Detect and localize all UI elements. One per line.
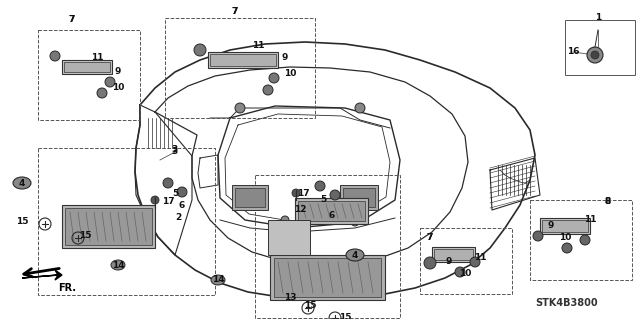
Ellipse shape — [13, 177, 31, 189]
Circle shape — [580, 235, 590, 245]
Text: 9: 9 — [282, 53, 288, 62]
Circle shape — [330, 190, 340, 200]
Text: 1: 1 — [595, 13, 601, 23]
Text: 3: 3 — [172, 147, 178, 157]
Circle shape — [562, 243, 572, 253]
Circle shape — [533, 231, 543, 241]
Bar — [235, 188, 265, 207]
Text: FR.: FR. — [58, 283, 76, 293]
Text: 6: 6 — [329, 211, 335, 219]
Circle shape — [470, 257, 480, 267]
Bar — [268, 220, 310, 255]
Bar — [38, 148, 215, 295]
Polygon shape — [22, 270, 62, 280]
Text: STK4B3800: STK4B3800 — [535, 298, 598, 308]
Text: 16: 16 — [567, 48, 579, 56]
Circle shape — [351, 218, 359, 226]
Circle shape — [281, 216, 289, 224]
Bar — [65, 208, 152, 245]
Circle shape — [194, 44, 206, 56]
Circle shape — [151, 196, 159, 204]
Text: 5: 5 — [172, 189, 178, 197]
Text: 11: 11 — [584, 216, 596, 225]
Text: 6: 6 — [179, 202, 185, 211]
Text: 4: 4 — [352, 250, 358, 259]
Text: 9: 9 — [446, 257, 452, 266]
Circle shape — [424, 257, 436, 269]
Bar — [540, 218, 590, 234]
Text: 11: 11 — [474, 254, 486, 263]
Circle shape — [316, 216, 324, 224]
Bar — [38, 30, 140, 120]
Text: 11: 11 — [91, 53, 103, 62]
Circle shape — [355, 103, 365, 113]
Ellipse shape — [211, 275, 225, 285]
Text: 10: 10 — [459, 270, 471, 278]
Text: 12: 12 — [294, 205, 307, 214]
Text: 4: 4 — [19, 179, 25, 188]
Bar — [274, 258, 381, 297]
Bar — [420, 228, 512, 294]
Text: 11: 11 — [252, 41, 264, 49]
Circle shape — [50, 51, 60, 61]
Text: 5: 5 — [320, 196, 326, 204]
Circle shape — [315, 181, 325, 191]
Circle shape — [235, 103, 245, 113]
Bar — [432, 247, 475, 262]
Bar — [165, 18, 315, 118]
Text: 15: 15 — [16, 218, 28, 226]
Text: 7: 7 — [69, 16, 75, 25]
Bar — [343, 188, 375, 207]
Circle shape — [269, 73, 279, 83]
Bar — [565, 20, 635, 75]
Text: 7: 7 — [427, 234, 433, 242]
Text: 7: 7 — [232, 8, 238, 17]
Text: 8: 8 — [605, 197, 611, 206]
Circle shape — [591, 51, 599, 59]
Text: 9: 9 — [115, 66, 121, 76]
Circle shape — [105, 77, 115, 87]
Text: 7: 7 — [69, 16, 75, 25]
Bar — [542, 220, 588, 232]
Bar — [298, 201, 365, 221]
Text: 3: 3 — [172, 145, 178, 154]
Text: 15: 15 — [304, 301, 316, 310]
Circle shape — [292, 189, 300, 197]
Text: 9: 9 — [548, 220, 554, 229]
Circle shape — [587, 47, 603, 63]
Text: 17: 17 — [297, 189, 309, 197]
Bar — [340, 185, 378, 210]
Text: 17: 17 — [162, 197, 174, 206]
Text: 14: 14 — [212, 276, 224, 285]
Bar — [255, 175, 400, 318]
Circle shape — [455, 267, 465, 277]
Bar — [62, 205, 155, 248]
Bar — [530, 200, 632, 280]
Text: 2: 2 — [175, 213, 181, 222]
Circle shape — [177, 187, 187, 197]
Ellipse shape — [111, 260, 125, 270]
Text: 13: 13 — [284, 293, 296, 302]
Text: 7: 7 — [427, 234, 433, 242]
Text: 10: 10 — [112, 83, 124, 92]
Circle shape — [97, 88, 107, 98]
Bar — [64, 62, 110, 72]
Text: 10: 10 — [284, 69, 296, 78]
Bar — [295, 198, 368, 224]
Bar — [434, 249, 473, 260]
Bar — [210, 54, 276, 66]
Text: 15: 15 — [79, 232, 92, 241]
Bar — [208, 52, 278, 68]
Text: 7: 7 — [232, 8, 238, 17]
Bar — [270, 255, 385, 300]
Text: 14: 14 — [112, 261, 124, 270]
Text: 10: 10 — [559, 233, 571, 241]
Text: 8: 8 — [605, 197, 611, 206]
Ellipse shape — [346, 249, 364, 261]
Text: 15: 15 — [339, 314, 351, 319]
Bar — [62, 60, 112, 74]
Circle shape — [163, 178, 173, 188]
Bar — [232, 185, 268, 210]
Circle shape — [263, 85, 273, 95]
